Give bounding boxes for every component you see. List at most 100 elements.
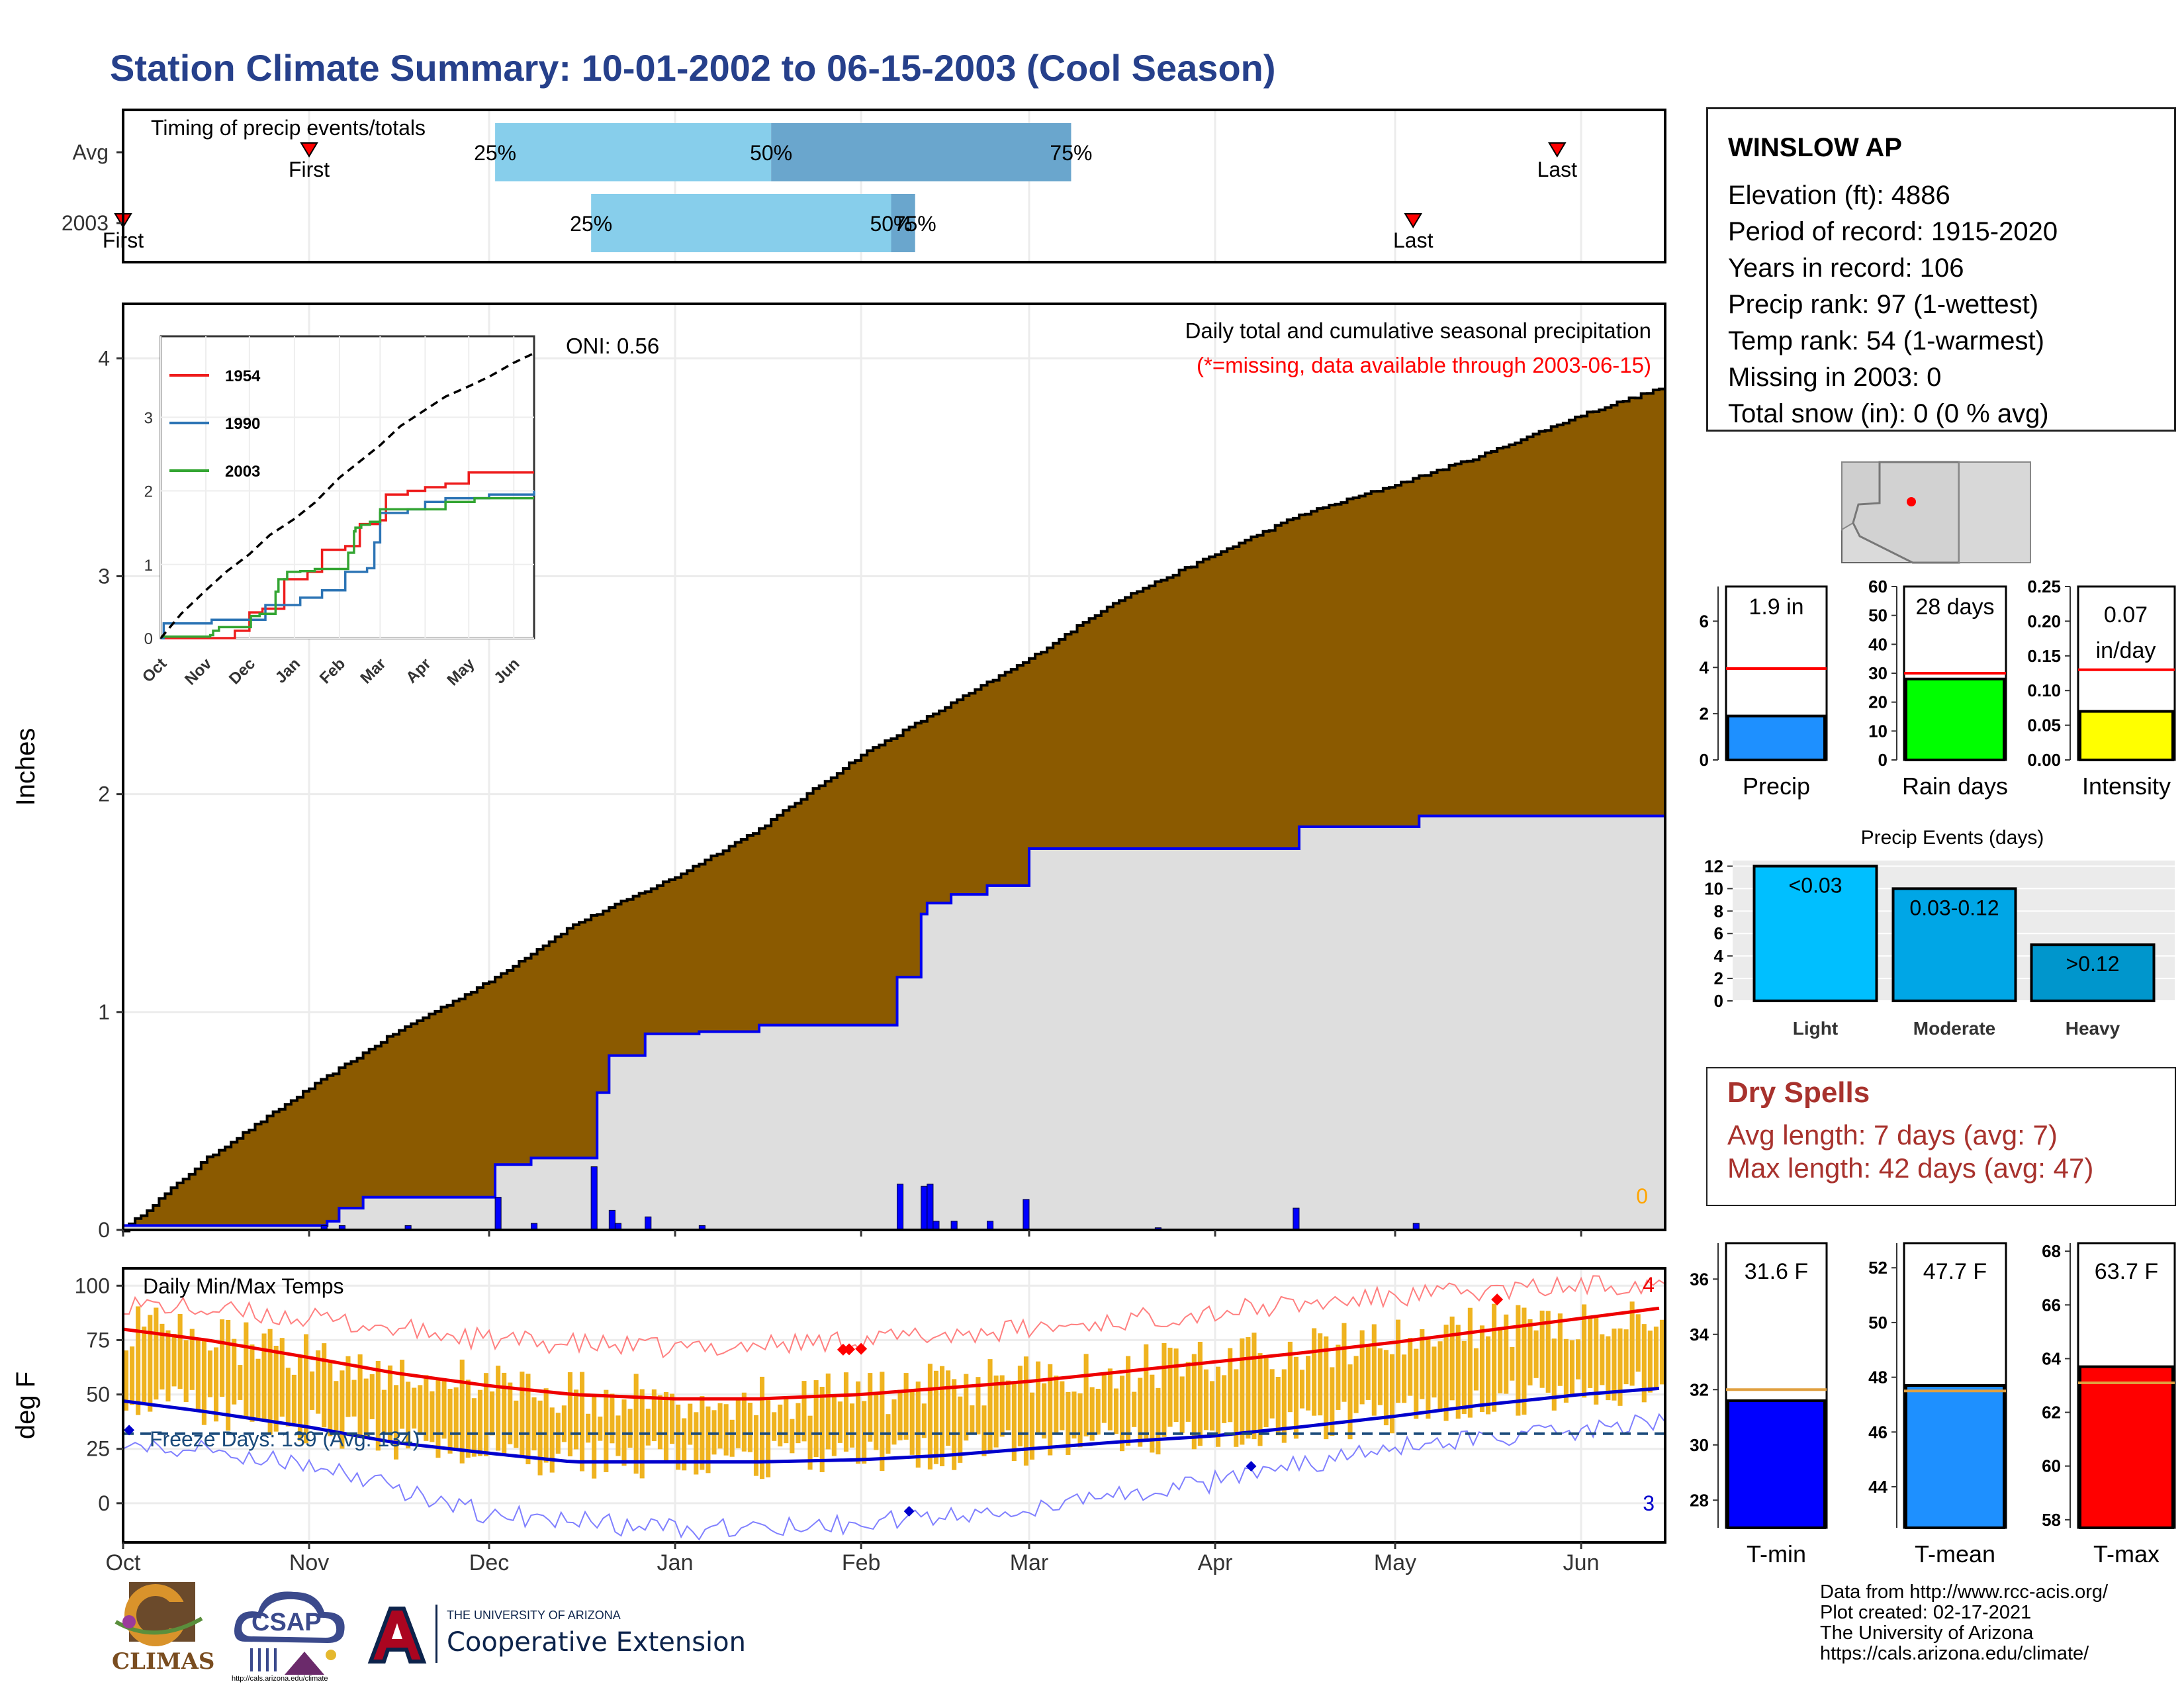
daily-temp-bar [999, 1375, 1005, 1437]
daily-temp-bar [1222, 1375, 1227, 1423]
daily-temp-bar [232, 1338, 237, 1405]
daily-temp-bar [316, 1350, 321, 1414]
credits: Data from http://www.rcc-acis.org/ Plot … [1820, 1582, 2108, 1664]
observed-cumulative-area [123, 816, 1665, 1230]
precip-summary-bar [1727, 714, 1826, 762]
daily-temp-bar [1173, 1348, 1179, 1423]
daily-temp-bar [1095, 1388, 1101, 1435]
daily-temp-bar [165, 1330, 171, 1402]
timing-q75-label: 75% [1050, 141, 1092, 165]
daily-temp-bar [615, 1415, 621, 1456]
daily-temp-bar [1492, 1303, 1497, 1412]
daily-temp-bar [682, 1418, 687, 1471]
precip-summary-ytick-label: 0.10 [2027, 680, 2061, 700]
arizona-map [1841, 461, 2031, 564]
daily-temp-bar [1054, 1376, 1059, 1434]
daily-temp-bar [1167, 1347, 1173, 1427]
station-location-marker-icon [1907, 497, 1916, 506]
daily-temp-bar [1486, 1336, 1491, 1415]
daily-precip-bar [1023, 1199, 1030, 1231]
daily-temp-bar [1545, 1311, 1551, 1393]
daily-temp-bar [238, 1365, 243, 1400]
daily-temp-bar [1197, 1342, 1203, 1446]
daily-temp-bar [1461, 1340, 1467, 1414]
daily-temp-bar [1432, 1346, 1437, 1398]
daily-temp-bar [1347, 1364, 1353, 1440]
daily-temp-bar [1005, 1380, 1011, 1430]
daily-temp-bar [130, 1346, 135, 1405]
daily-temp-bar [297, 1355, 302, 1441]
daily-temp-bar [477, 1389, 482, 1456]
precip-events-category-label: Heavy [2066, 1018, 2120, 1039]
daily-temp-bar [508, 1382, 513, 1444]
daily-temp-bar [958, 1396, 963, 1463]
precip-summary-ytick-label: 2 [1700, 704, 1709, 724]
temp-ytick-label: 25 [86, 1437, 110, 1461]
precip-events-bar [1752, 865, 1878, 1002]
observed-cumulative-line [123, 814, 1665, 1227]
daily-temp-bar [465, 1380, 471, 1458]
timing-panel-border [122, 109, 1666, 263]
timing-bar-lower-2003 [591, 194, 891, 252]
daily-temp-bar [1191, 1354, 1197, 1450]
daily-temp-bar [435, 1379, 441, 1458]
daily-temp-bar [1420, 1329, 1425, 1399]
precip-summary-ytick-label: 6 [1700, 611, 1709, 631]
daily-temp-bar [1414, 1348, 1419, 1419]
temp-summary-bar [1727, 1399, 1826, 1530]
daily-temp-bar [441, 1378, 447, 1439]
precip-panel-border [122, 303, 1666, 1231]
daily-temp-bar [868, 1373, 873, 1442]
daily-temp-bar [993, 1375, 999, 1448]
ua-name-small: THE UNIVERSITY OF ARIZONA [447, 1609, 621, 1622]
daily-temp-bar [279, 1338, 285, 1417]
temp-summary-ytick-label: 66 [2042, 1295, 2061, 1315]
precip-summary-ytick-label: 0 [1700, 750, 1709, 770]
credit-url: https://cals.arizona.edu/climate/ [1820, 1643, 2089, 1664]
daily-temp-bar [717, 1403, 723, 1449]
daily-temp-bar [1396, 1319, 1401, 1403]
daily-temp-bar [1107, 1368, 1113, 1430]
station-precip-rank: Precip rank: 97 (1-wettest) [1728, 290, 2039, 319]
csap-logo: CSAP http://cals.arizona.edu/climate [232, 1582, 351, 1685]
daily-temp-bar [1359, 1330, 1365, 1405]
daily-temp-bar [483, 1373, 489, 1456]
daily-temp-bar [375, 1360, 381, 1451]
ua-cooperative-extension: Cooperative Extension [447, 1627, 746, 1658]
credit-university: The University of Arizona [1820, 1622, 2034, 1644]
daily-temp-bar [819, 1386, 825, 1472]
temp-summary-category-label: T-max [2093, 1540, 2160, 1568]
freeze-days-label: Freeze Days: 139 (Avg: 134) [150, 1427, 420, 1451]
climas-logo: CLIMAS [109, 1582, 215, 1681]
temp-summary-ytick-label: 64 [2042, 1348, 2061, 1368]
daily-temp-bar [627, 1409, 633, 1448]
daily-precip-bar [608, 1209, 615, 1231]
daily-temp-bar [148, 1315, 153, 1412]
timing-q50-label: 50% [870, 212, 912, 236]
daily-temp-bar [1089, 1387, 1095, 1441]
daily-temp-bar [735, 1399, 741, 1448]
daily-temp-bar [363, 1378, 369, 1439]
precip-events-bar [2030, 943, 2156, 1002]
daily-temp-bar [1138, 1378, 1143, 1447]
daily-temp-bar [610, 1393, 615, 1444]
precip-summary-ytick-label: 20 [1868, 692, 1888, 712]
station-period: Period of record: 1915-2020 [1728, 217, 2058, 246]
daily-temp-bar [705, 1406, 711, 1474]
daily-temp-bar [1522, 1307, 1527, 1415]
daily-temp-bar [520, 1372, 525, 1458]
station-name: WINSLOW AP [1728, 133, 1902, 162]
daily-temp-bar [220, 1319, 225, 1397]
daily-precip-bar [645, 1216, 652, 1231]
daily-temp-bar [250, 1344, 255, 1422]
precip-events-ytick-label: 0 [1714, 991, 1723, 1011]
daily-temp-bar [189, 1329, 195, 1390]
missing-count: 0 [1636, 1184, 1648, 1208]
dry-spells-title: Dry Spells [1727, 1076, 1870, 1109]
record-min-line [122, 1413, 1666, 1541]
daily-temp-bar [207, 1350, 212, 1397]
ua-logo: THE UNIVERSITY OF ARIZONA Cooperative Ex… [357, 1602, 754, 1668]
daily-temp-bar [1312, 1328, 1317, 1416]
daily-temp-bar [1569, 1340, 1575, 1397]
temp-ylabel: deg F [11, 1372, 40, 1439]
